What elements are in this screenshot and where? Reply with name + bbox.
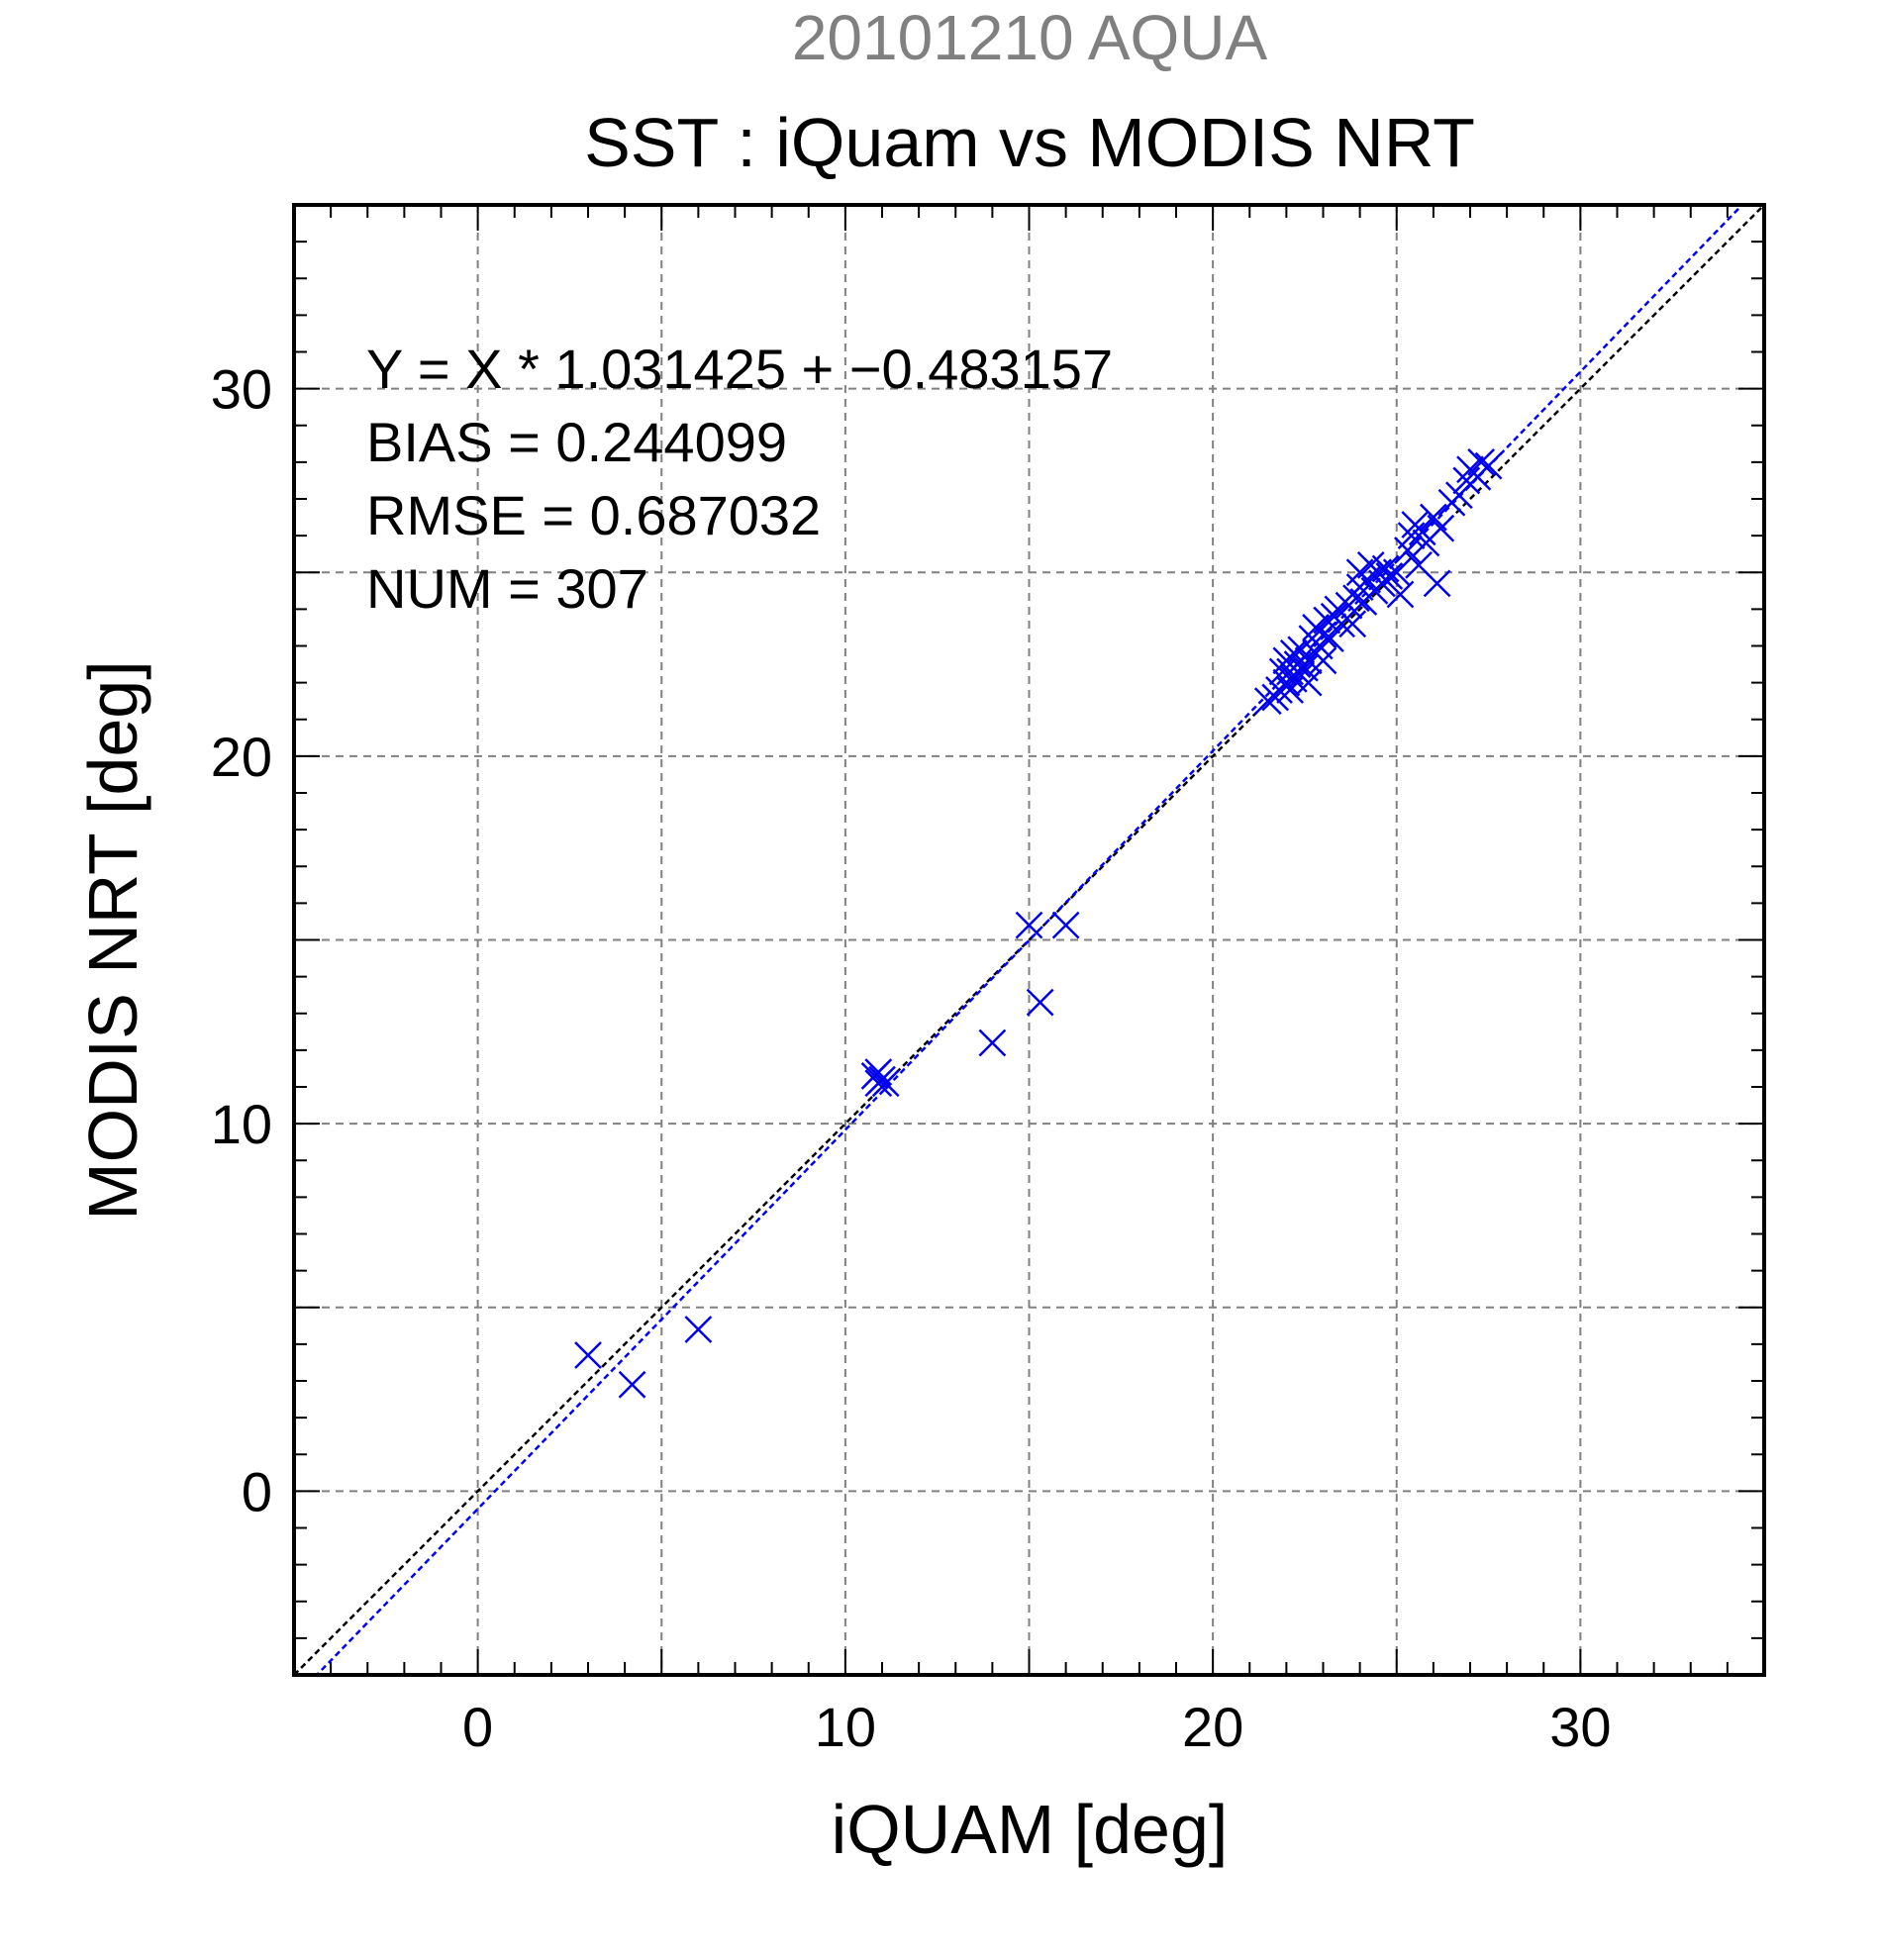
data-point <box>684 1316 713 1343</box>
data-point <box>1328 610 1355 638</box>
data-point <box>1294 668 1323 697</box>
data-point-stroke <box>1375 562 1404 590</box>
data-point-stroke <box>618 1370 646 1399</box>
data-point-stroke <box>1276 676 1304 704</box>
axis-ticks <box>294 205 1764 1675</box>
data-point-stroke <box>1386 580 1415 609</box>
data-point-stroke <box>684 1316 713 1343</box>
data-point <box>1467 447 1496 476</box>
x-tick-label: 20 <box>1182 1696 1243 1758</box>
data-point <box>1026 988 1054 1017</box>
data-point-stroke <box>574 1341 602 1369</box>
data-points <box>574 447 1503 1399</box>
data-point-stroke <box>1317 625 1344 652</box>
data-point <box>1397 522 1426 550</box>
data-point-stroke <box>1427 514 1455 542</box>
data-point <box>1427 514 1455 542</box>
data-point <box>1408 518 1436 546</box>
data-point-stroke <box>1371 554 1400 583</box>
data-point-stroke <box>1328 610 1355 638</box>
chart-title: 20101210 AQUA <box>792 2 1268 73</box>
data-point <box>1309 646 1337 675</box>
data-point <box>618 1370 646 1399</box>
data-point-stroke <box>1279 639 1308 667</box>
data-point <box>1015 911 1043 939</box>
y-axis-label: MODIS NRT [deg] <box>74 660 151 1220</box>
data-point-stroke <box>1452 466 1481 495</box>
x-tick-label: 0 <box>462 1696 493 1758</box>
data-point-stroke <box>1272 668 1301 697</box>
data-point-stroke <box>1342 584 1370 613</box>
data-point <box>574 1341 602 1369</box>
data-point <box>1452 466 1481 495</box>
data-point-stroke <box>1423 569 1451 598</box>
data-point-stroke <box>1324 595 1352 624</box>
data-point-stroke <box>1474 451 1503 480</box>
data-point-stroke <box>864 1058 893 1087</box>
x-axis-label: iQUAM [deg] <box>832 1791 1229 1868</box>
tick-labels: 0 10 20 30 0 10 20 30 <box>211 358 1612 1758</box>
data-point-stroke <box>1051 911 1080 939</box>
data-point <box>871 1069 900 1098</box>
data-point <box>1272 668 1301 697</box>
data-point-stroke <box>978 1029 1007 1057</box>
annotation-regression: Y = X * 1.031425 + −0.483157 <box>366 338 1113 400</box>
annotation-bias: BIAS = 0.244099 <box>366 411 787 473</box>
identity-line <box>294 205 1764 1675</box>
data-point-stroke <box>1291 653 1319 682</box>
data-point <box>1386 580 1415 609</box>
data-point-stroke <box>1467 447 1496 476</box>
annotation-num: NUM = 307 <box>366 557 648 620</box>
data-point-stroke <box>1294 668 1323 697</box>
data-point-stroke <box>1309 646 1337 675</box>
data-point-stroke <box>1408 518 1436 546</box>
chart-subtitle: SST : iQuam vs MODIS NRT <box>584 104 1475 181</box>
data-point-stroke <box>1338 610 1367 638</box>
data-point <box>1338 610 1367 638</box>
reference-lines <box>294 205 1764 1675</box>
data-point-stroke <box>1405 550 1433 579</box>
data-point <box>1342 584 1370 613</box>
data-point <box>978 1029 1007 1057</box>
data-point-stroke <box>871 1069 900 1098</box>
data-point-stroke <box>1419 503 1447 532</box>
plot-frame <box>292 203 1766 1677</box>
data-point <box>1423 569 1451 598</box>
data-point-stroke <box>1015 911 1043 939</box>
annotation-rmse: RMSE = 0.687032 <box>366 484 821 546</box>
data-point <box>1279 639 1308 667</box>
data-point <box>1371 554 1400 583</box>
data-point-stroke <box>1397 522 1426 550</box>
statistics-annotations: Y = X * 1.031425 + −0.483157 BIAS = 0.24… <box>366 338 1113 620</box>
regression-line <box>315 205 1744 1675</box>
y-tick-label: 30 <box>211 358 272 421</box>
data-point <box>1276 676 1304 704</box>
y-tick-label: 10 <box>211 1093 272 1155</box>
data-point <box>1375 562 1404 590</box>
x-tick-label: 10 <box>815 1696 876 1758</box>
data-point-stroke <box>1026 988 1054 1017</box>
data-point-stroke <box>1268 657 1297 686</box>
x-tick-label: 30 <box>1549 1696 1611 1758</box>
data-point <box>1051 911 1080 939</box>
plot-area <box>294 205 1764 1675</box>
y-tick-label: 20 <box>211 726 272 788</box>
data-point <box>1474 451 1503 480</box>
y-tick-label: 0 <box>242 1460 272 1522</box>
